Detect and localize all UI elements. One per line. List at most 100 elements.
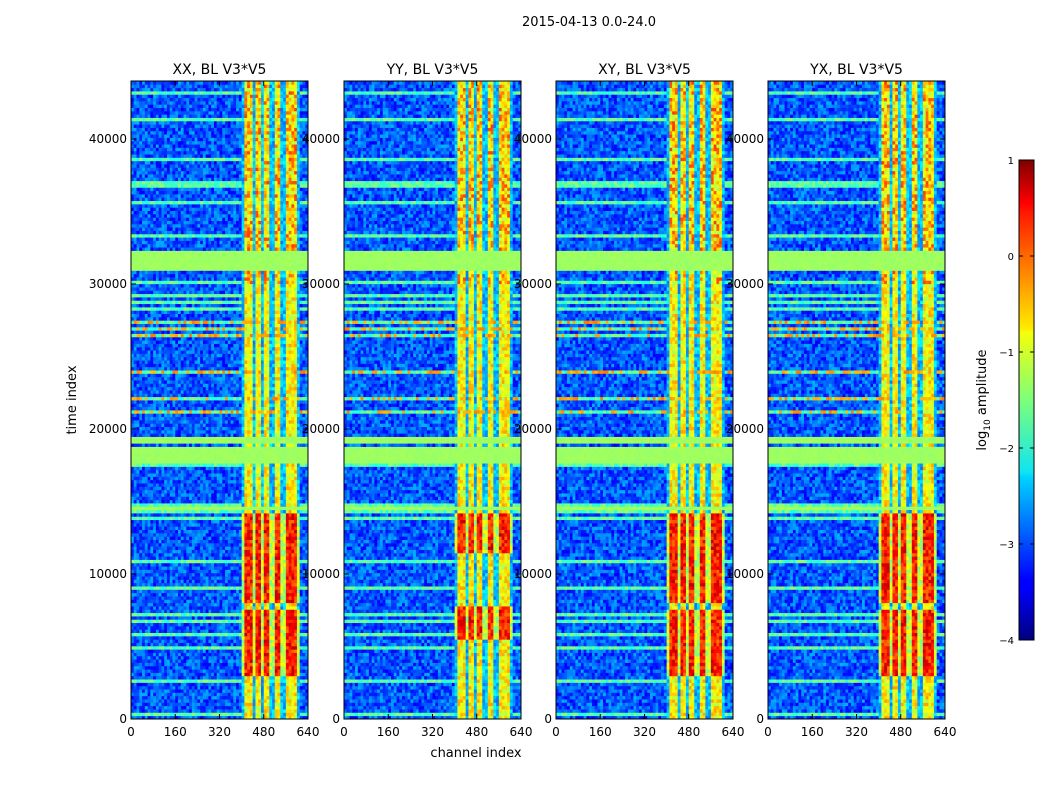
heatmap-cell: [297, 696, 300, 700]
heatmap-cell: [214, 712, 217, 716]
heatmap-cell: [280, 712, 283, 716]
heatmap-cell: [228, 689, 231, 693]
heatmap-cell: [203, 709, 206, 713]
heatmap-cell: [222, 709, 225, 713]
heatmap-cell: [189, 692, 192, 696]
heatmap-cell: [161, 712, 164, 716]
panel-1: XX, BL V3*V50 160 320 480 640010000200003000…: [89, 62, 320, 739]
heatmap-cell: [145, 699, 148, 703]
heatmap-cell: [269, 696, 272, 700]
heatmap-cell: [242, 712, 245, 716]
heatmap-cell: [222, 696, 225, 700]
heatmap-cell: [300, 699, 303, 703]
heatmap-cell: [159, 692, 162, 696]
heatmap-cell: [302, 699, 305, 703]
heatmap-cell: [236, 692, 239, 696]
figure-suptitle: 2015-04-13 0.0-24.0: [522, 15, 656, 30]
heatmap-cell: [137, 692, 140, 696]
heatmap-cell: [225, 689, 228, 693]
heatmap-cell: [156, 712, 159, 716]
heatmap-cell: [286, 702, 289, 706]
heatmap-cell: [250, 692, 253, 696]
heatmap-cell: [269, 709, 272, 713]
heatmap-cell: [208, 709, 211, 713]
heatmap-cell: [192, 696, 195, 700]
heatmap-cell: [242, 696, 245, 700]
heatmap-cell: [272, 689, 275, 693]
heatmap-cell: [228, 696, 231, 700]
heatmap-cell: [214, 696, 217, 700]
heatmap-cell: [250, 712, 253, 716]
heatmap-cell: [150, 696, 153, 700]
heatmap-cell: [189, 699, 192, 703]
heatmap-cell: [175, 706, 178, 710]
heatmap-cell: [217, 709, 220, 713]
heatmap-cell: [214, 709, 217, 713]
heatmap-cell: [181, 702, 184, 706]
heatmap-cell: [150, 692, 153, 696]
heatmap-cell: [220, 696, 223, 700]
heatmap-cell: [289, 692, 292, 696]
heatmap-cell: [200, 706, 203, 710]
heatmap-cell: [289, 706, 292, 710]
heatmap-cell: [253, 696, 256, 700]
heatmap-cell: [283, 692, 286, 696]
heatmap-cell: [208, 692, 211, 696]
heatmap-cell: [261, 706, 264, 710]
heatmap-cell: [302, 706, 305, 710]
heatmap-cell: [153, 706, 156, 710]
heatmap-cell: [189, 712, 192, 716]
heatmap-cell: [231, 689, 234, 693]
heatmap-cell: [239, 699, 242, 703]
heatmap-cell: [278, 696, 281, 700]
heatmap-cell: [195, 692, 198, 696]
heatmap-cell: [181, 712, 184, 716]
heatmap-cell: [208, 706, 211, 710]
heatmap-cell: [145, 709, 148, 713]
heatmap-cell: [267, 692, 270, 696]
heatmap-cell: [258, 712, 261, 716]
heatmap-cell: [253, 712, 256, 716]
heatmap-cell: [192, 689, 195, 693]
heatmap-cell: [184, 712, 187, 716]
heatmap-cell: [297, 689, 300, 693]
heatmap-cell: [211, 696, 214, 700]
heatmap-cell: [247, 689, 250, 693]
heatmap-cell: [192, 712, 195, 716]
heatmap-cell: [278, 689, 281, 693]
heatmap-cell: [175, 709, 178, 713]
heatmap-cell: [275, 689, 278, 693]
heatmap-cell: [244, 692, 247, 696]
heatmap-cell: [289, 699, 292, 703]
heatmap-cell: [142, 706, 145, 710]
heatmap-cell: [222, 712, 225, 716]
heatmap-cell: [192, 692, 195, 696]
heatmap-cell: [134, 709, 137, 713]
heatmap-cell: [156, 689, 159, 693]
heatmap-cell: [164, 696, 167, 700]
heatmap-cell: [286, 706, 289, 710]
heatmap-cell: [178, 706, 181, 710]
heatmap-cell: [255, 699, 258, 703]
heatmap-cell: [239, 709, 242, 713]
heatmap-cell: [178, 709, 181, 713]
heatmap-cell: [269, 692, 272, 696]
heatmap-cell: [222, 689, 225, 693]
heatmap-cell: [137, 689, 140, 693]
heatmap-cell: [214, 692, 217, 696]
heatmap-cell: [258, 709, 261, 713]
heatmap-cell: [137, 709, 140, 713]
heatmap-cell: [164, 702, 167, 706]
heatmap-cell: [300, 709, 303, 713]
heatmap-cell: [255, 692, 258, 696]
heatmap-cell: [291, 696, 294, 700]
heatmap-cell: [283, 696, 286, 700]
heatmap-cell: [231, 702, 234, 706]
heatmap-cell: [178, 702, 181, 706]
heatmap-cell: [236, 699, 239, 703]
heatmap-cell: [197, 712, 200, 716]
heatmap-cell: [300, 689, 303, 693]
heatmap-cell: [195, 689, 198, 693]
heatmap-cell: [153, 699, 156, 703]
heatmap-cell: [200, 689, 203, 693]
